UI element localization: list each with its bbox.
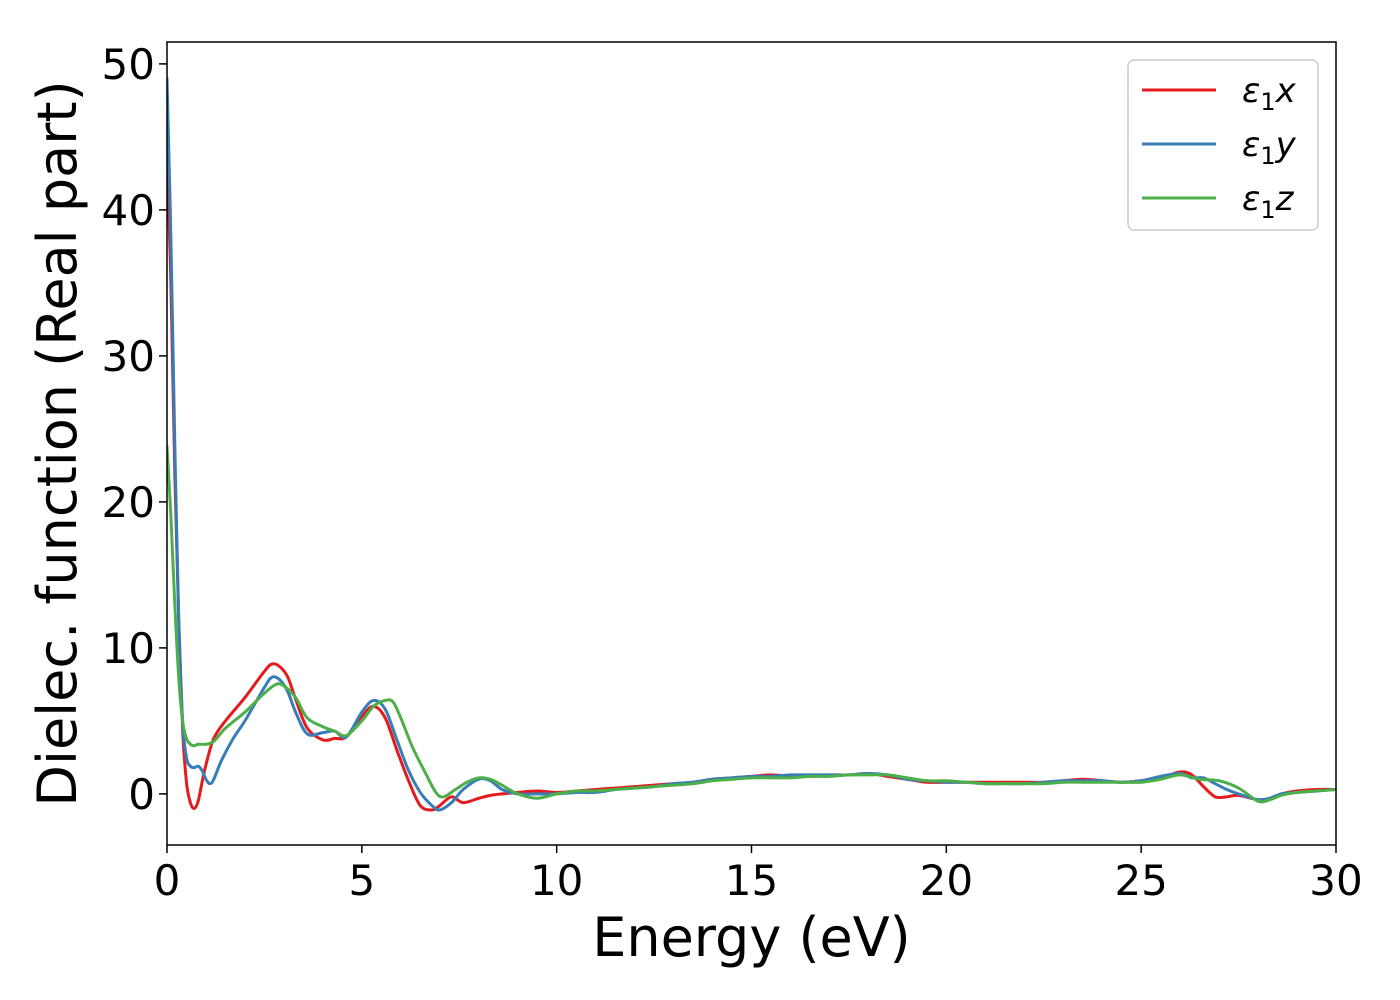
legend-box [1127, 59, 1319, 231]
legend-symbol: ε [1242, 125, 1260, 165]
legend-variable: y [1275, 125, 1297, 165]
y-tick-label: 0 [128, 770, 155, 819]
legend-variable: z [1275, 179, 1295, 219]
legend-subscript: 1 [1260, 142, 1275, 170]
series-line-z [167, 444, 1336, 804]
x-tick-label: 10 [530, 856, 583, 905]
x-tick-label: 25 [1114, 856, 1167, 905]
x-tick-label: 0 [154, 856, 181, 905]
legend-symbol: ε [1242, 71, 1260, 111]
x-tick-label: 5 [348, 856, 375, 905]
legend-label-y: ε1y [1242, 125, 1297, 170]
legend-label-z: ε1z [1242, 179, 1295, 224]
series-layer [167, 77, 1336, 812]
legend-variable: x [1275, 71, 1297, 111]
y-axis-title: Dielec. function (Real part) [26, 80, 89, 806]
y-tick-label: 50 [102, 40, 155, 89]
legend-subscript: 1 [1260, 88, 1275, 116]
x-tick-label: 15 [725, 856, 778, 905]
legend-label-x: ε1x [1242, 71, 1297, 116]
x-tick-label: 30 [1309, 856, 1362, 905]
x-axis-title: Energy (eV) [592, 906, 911, 969]
legend-subscript: 1 [1260, 196, 1275, 224]
y-tick-label: 40 [102, 186, 155, 235]
legend-symbol: ε [1242, 179, 1260, 219]
y-tick-label: 10 [102, 624, 155, 673]
x-axis-ticks: 0 5 10 15 20 25 30 [154, 845, 1363, 905]
y-tick-label: 30 [102, 332, 155, 381]
x-tick-label: 20 [920, 856, 973, 905]
y-tick-label: 20 [102, 478, 155, 527]
y-axis-ticks: 0 10 20 30 40 50 [102, 40, 167, 819]
